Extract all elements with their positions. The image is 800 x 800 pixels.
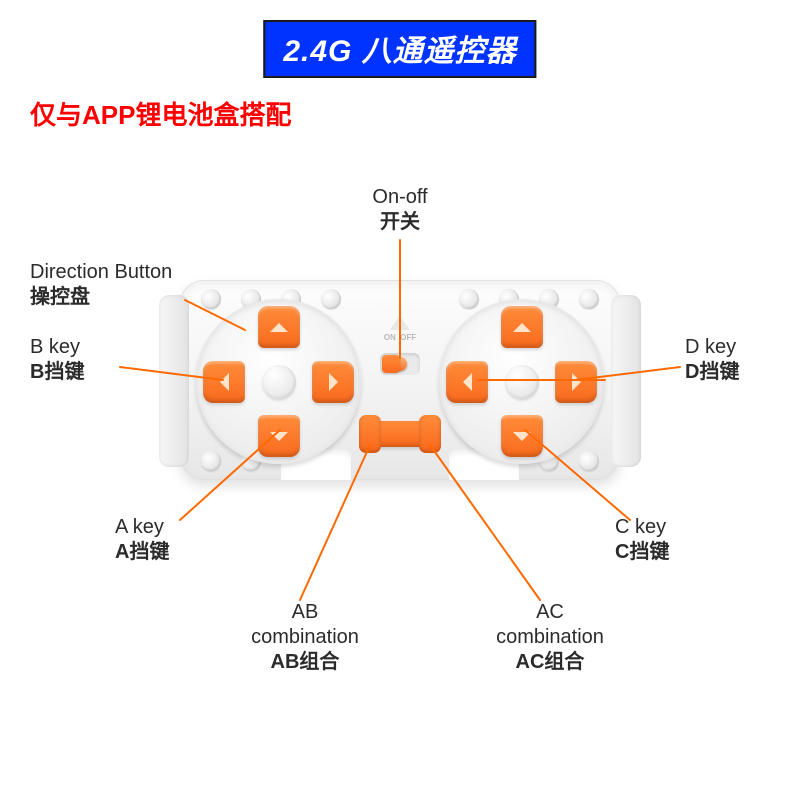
subtitle-text: 仅与APP锂电池盒搭配: [30, 100, 291, 130]
stud: [201, 451, 221, 471]
remote-controller: ON OFF: [180, 280, 620, 480]
label-dkey: D key D挡键: [685, 335, 739, 385]
label-ckey: C key C挡键: [615, 515, 669, 565]
dpad-left-button[interactable]: [203, 361, 245, 403]
direction-pad-right: [439, 299, 604, 464]
center-combo-button[interactable]: [365, 421, 435, 447]
c-up-button[interactable]: [501, 306, 543, 348]
switch-knob: [393, 357, 407, 371]
on-off-labels: ON OFF: [384, 316, 416, 342]
label-akey: A key A挡键: [115, 515, 169, 565]
stud: [459, 289, 479, 309]
label-ac: AC combination AC组合: [475, 600, 625, 675]
d-right-button[interactable]: [555, 361, 597, 403]
title-text: 2.4G 八通遥控器: [283, 35, 516, 68]
direction-pad-left: [196, 299, 361, 464]
grip-right: [611, 295, 641, 467]
title-banner: 2.4G 八通遥控器: [263, 20, 536, 78]
c-down-button[interactable]: [501, 415, 543, 457]
stud: [321, 289, 341, 309]
on-off-switch[interactable]: [380, 353, 420, 375]
d-left-button[interactable]: [446, 361, 488, 403]
cpad-center: [505, 365, 539, 399]
label-bkey: B key B挡键: [30, 335, 84, 385]
dpad-down-button[interactable]: [258, 415, 300, 457]
stud: [579, 289, 599, 309]
label-onoff: On-off 开关: [340, 185, 460, 235]
stud: [579, 451, 599, 471]
label-direction: Direction Button 操控盘: [30, 260, 172, 310]
label-ab: AB combination AB组合: [230, 600, 380, 675]
stud: [201, 289, 221, 309]
dpad-right-button[interactable]: [312, 361, 354, 403]
grip-left: [159, 295, 189, 467]
subtitle: 仅与APP锂电池盒搭配: [30, 95, 291, 132]
dpad-center: [262, 365, 296, 399]
dpad-up-button[interactable]: [258, 306, 300, 348]
